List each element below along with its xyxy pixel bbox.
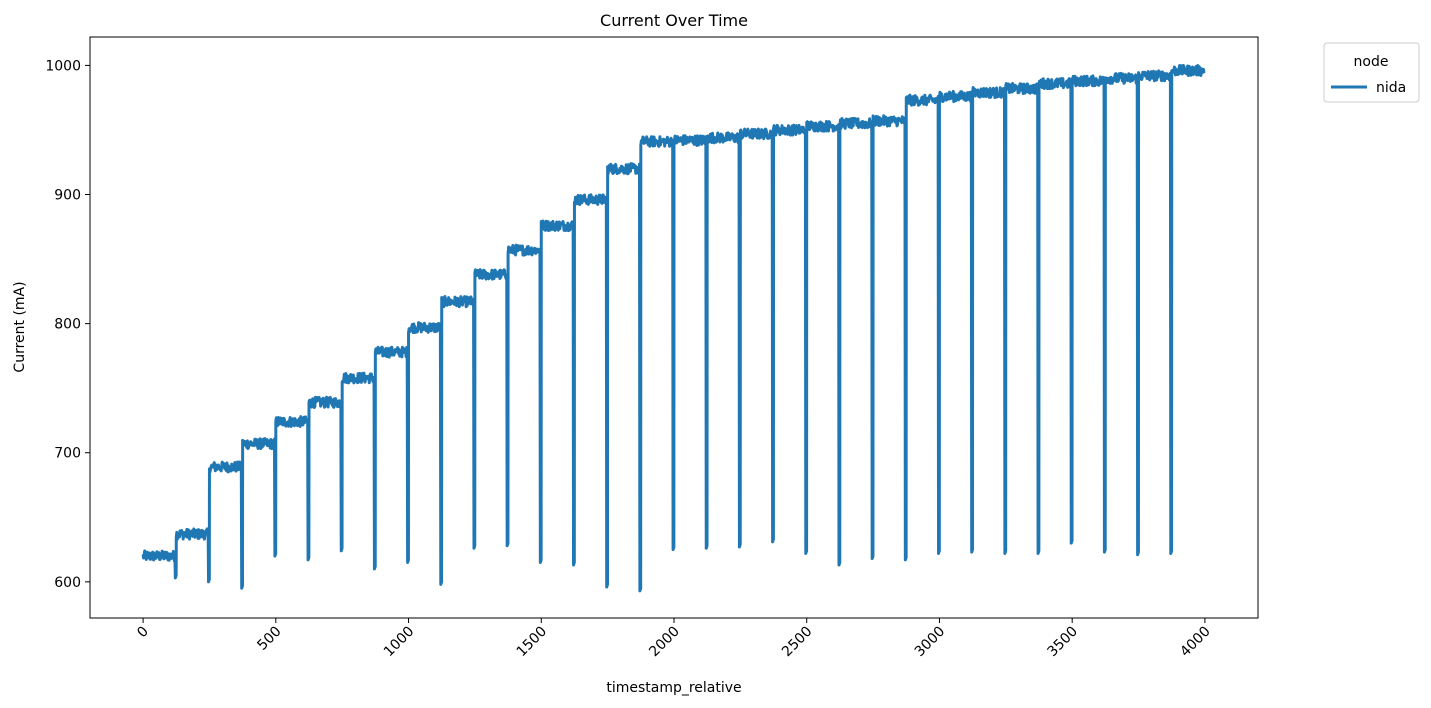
- x-tick-label: 4000: [1177, 624, 1214, 661]
- y-tick-label: 900: [54, 188, 81, 204]
- x-tick-label: 3000: [912, 624, 949, 661]
- legend-title: node: [1354, 54, 1389, 70]
- x-tick-label: 1000: [381, 624, 418, 661]
- x-tick-label: 500: [254, 624, 284, 654]
- series-layer: [141, 63, 1206, 593]
- y-axis: 600 700 800 900 1000: [45, 58, 90, 591]
- y-tick-label: 700: [54, 446, 81, 462]
- x-tick-label: 2500: [779, 624, 816, 661]
- x-tick-label: 0: [134, 624, 152, 642]
- y-axis-label: Current (mA): [12, 281, 28, 372]
- x-axis: 0 500 1000 1500 2000 2500 3000 3500 4000: [134, 618, 1214, 661]
- x-tick-label: 3500: [1044, 624, 1081, 661]
- chart-title: Current Over Time: [600, 11, 748, 30]
- x-tick-label: 2000: [646, 624, 683, 661]
- x-tick-label: 1500: [514, 624, 551, 661]
- x-axis-label: timestamp_relative: [606, 680, 741, 696]
- legend-entry-label: nida: [1376, 80, 1406, 96]
- y-tick-label: 1000: [45, 58, 81, 74]
- y-tick-label: 800: [54, 317, 81, 333]
- series-line-nida: [141, 63, 1206, 593]
- legend: node nida: [1323, 42, 1420, 103]
- y-tick-label: 600: [54, 575, 81, 591]
